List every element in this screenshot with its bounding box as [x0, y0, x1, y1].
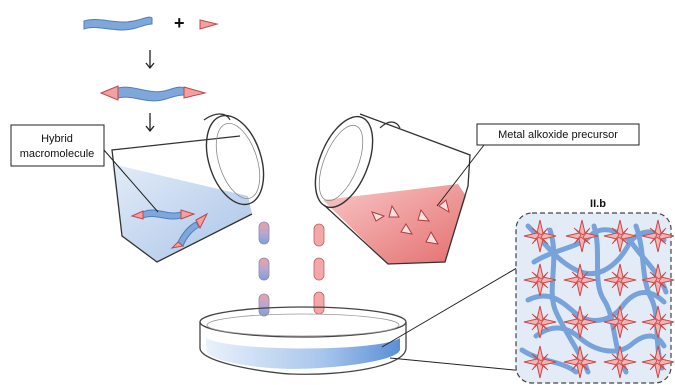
right-beaker: [314, 113, 471, 265]
precursor-label: Metal alkoxide precursor: [498, 129, 618, 141]
petri-dish: [199, 306, 407, 375]
hybrid-label-box: [10, 124, 105, 167]
arrow-down-icon: [145, 113, 155, 133]
alkoxide-triangle-icon: [199, 19, 219, 30]
hybrid-label-line1: Hybrid: [41, 133, 73, 145]
polymer-chain-icon: [83, 16, 153, 31]
precursor-label-box: [476, 123, 640, 146]
red-solution: [323, 184, 466, 264]
network-panel: II.b: [515, 198, 675, 384]
zoom-lines: [381, 261, 536, 373]
hybrid-macromolecule-callout: Hybrid macromolecule: [10, 124, 159, 213]
alkoxide-particles: [371, 199, 450, 245]
hybrid-pointer-line: [103, 149, 159, 213]
panel-title: II.b: [590, 198, 606, 210]
plus-sign: +: [174, 13, 185, 33]
arrow-down-icon: [145, 50, 155, 70]
hybrid-macromolecule-icon: [99, 85, 207, 102]
hybrid-molecule-in-solution: [130, 209, 196, 220]
right-drops: [313, 223, 325, 315]
hybrid-molecule-in-solution: [170, 212, 209, 249]
precursor-pointer-line: [436, 144, 485, 207]
left-beaker: [111, 113, 265, 263]
left-drops: [258, 221, 270, 317]
hybrid-label-line2: macromolecule: [20, 148, 95, 160]
gel-solution: [206, 338, 400, 369]
reaction-scheme: +: [83, 13, 219, 133]
precursor-callout: Metal alkoxide precursor: [436, 123, 640, 207]
